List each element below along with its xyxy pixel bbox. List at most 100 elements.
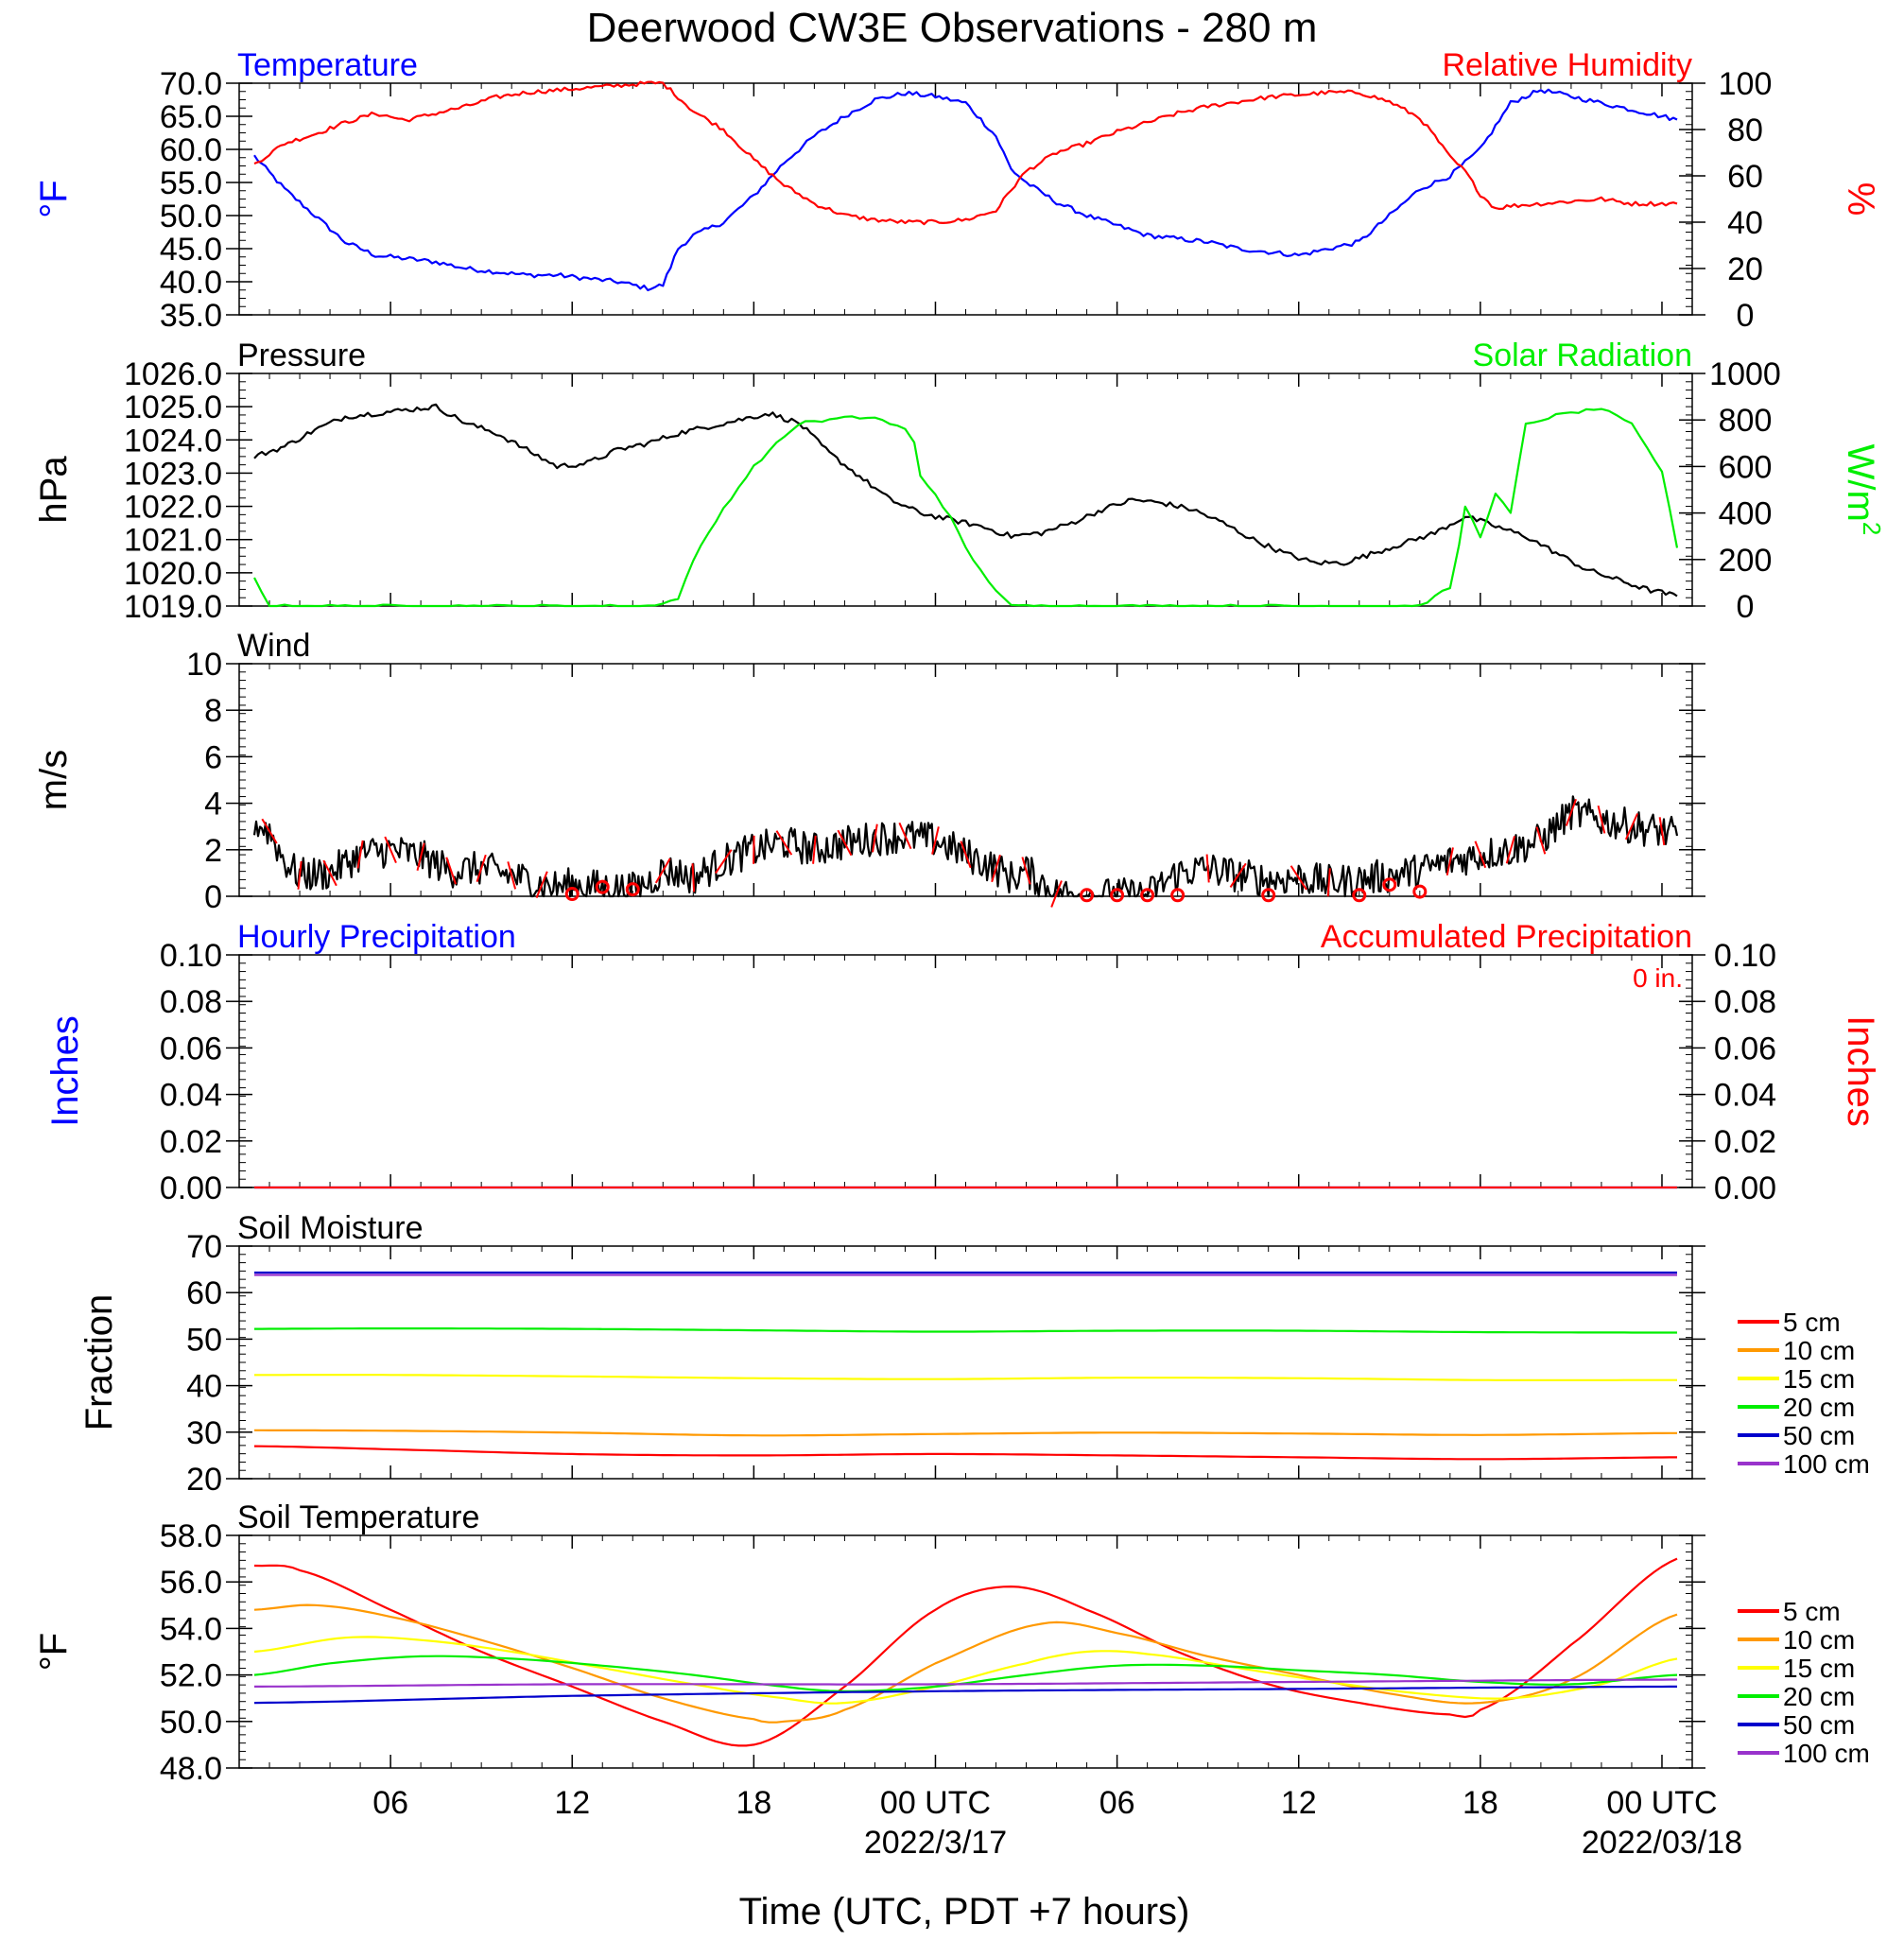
y-tick-label: 1024.0: [124, 423, 222, 459]
legend-label: 15 cm: [1783, 1654, 1855, 1683]
legend-label: 50 cm: [1783, 1710, 1855, 1740]
y-tick-label-right: 0.04: [1714, 1078, 1776, 1114]
panel-right-title: Relative Humidity: [1442, 47, 1692, 83]
y-tick-label: 60: [186, 1275, 222, 1311]
wind-barb: [1229, 862, 1247, 888]
y-tick-label-right: 0.10: [1714, 938, 1776, 974]
y-tick-label: 55.0: [160, 165, 222, 201]
y-tick-label: 50.0: [160, 199, 222, 234]
wind-barb: [1445, 847, 1454, 875]
chart-panels: 35.040.045.050.055.060.065.070.002040608…: [33, 47, 1886, 1787]
x-tick-label: 00 UTC: [1606, 1785, 1717, 1821]
panel-left-title: Temperature: [237, 47, 418, 83]
x-tick-date: 2022/3/17: [864, 1825, 1007, 1861]
y-axis-label-left: hPa: [33, 456, 75, 524]
y-tick-label: 40: [186, 1369, 222, 1405]
wind-barb: [931, 826, 940, 855]
wind-barb: [1021, 857, 1031, 885]
wind-calm-marker: [1412, 884, 1428, 899]
y-tick-label: 0.10: [160, 938, 222, 974]
y-tick-label: 45.0: [160, 232, 222, 268]
panel-pressure_solar: 1019.01020.01021.01022.01023.01024.01025…: [33, 338, 1886, 625]
panel-frame: [238, 82, 1693, 316]
x-tick-label: 12: [1281, 1785, 1317, 1821]
wind-barb: [812, 835, 817, 864]
y-tick-label: 40.0: [160, 265, 222, 301]
y-tick-label-right: 200: [1719, 543, 1773, 579]
wind-barb: [356, 840, 364, 869]
x-axis-label: Time (UTC, PDT +7 hours): [739, 1891, 1190, 1932]
y-tick-label: 6: [204, 739, 222, 775]
legend-label: 10 cm: [1783, 1625, 1855, 1655]
wind-barb: [445, 857, 457, 885]
y-tick-label: 20: [186, 1462, 222, 1498]
wind-barb: [507, 861, 517, 890]
wind-barb: [535, 871, 548, 898]
legend-label: 100 cm: [1783, 1449, 1870, 1479]
wind-calm-marker: [1352, 888, 1367, 903]
panel-frame: [238, 1534, 1693, 1769]
legend-label: 15 cm: [1783, 1364, 1855, 1394]
y-tick-label-right: 0: [1737, 298, 1755, 334]
wind-barb: [1597, 805, 1606, 834]
y-tick-label: 1021.0: [124, 523, 222, 559]
panel-annotation: 0 in.: [1633, 963, 1683, 993]
panel-left-title: Pressure: [237, 338, 366, 373]
y-tick-label: 50: [186, 1322, 222, 1358]
y-tick-label-right: 800: [1719, 403, 1773, 439]
x-tick-label: 00 UTC: [880, 1785, 991, 1821]
wind-barb: [322, 859, 338, 887]
wind-calm-marker: [1382, 877, 1397, 893]
panel-left-title: Soil Temperature: [237, 1499, 479, 1535]
y-tick-label: 52.0: [160, 1658, 222, 1694]
y-tick-label: 1022.0: [124, 490, 222, 526]
panel-frame: [238, 1245, 1693, 1480]
wind-barb: [297, 860, 303, 890]
y-axis-label-left: m/s: [33, 750, 75, 810]
y-tick-label: 54.0: [160, 1611, 222, 1647]
wind-calm-marker: [564, 887, 580, 902]
y-tick-label: 1026.0: [124, 356, 222, 392]
y-tick-label: 58.0: [160, 1518, 222, 1554]
wind-barb: [1505, 836, 1515, 864]
y-tick-label-right: 0: [1737, 589, 1755, 625]
panel-left-title: Soil Moisture: [237, 1210, 424, 1246]
x-axis: 06 12 18 00 UTC 2022/3/17 06 12 18 00 UTC 2022/03…: [372, 1785, 1742, 1861]
wind-barb: [1326, 868, 1331, 897]
chart-title: Deerwood CW3E Observations - 280 m: [587, 5, 1318, 51]
y-axis-label-right: %: [1840, 182, 1881, 217]
y-tick-label: 1025.0: [124, 390, 222, 425]
y-tick-label: 2: [204, 833, 222, 869]
y-tick-label: 1023.0: [124, 456, 222, 492]
panel-left-title: Hourly Precipitation: [237, 919, 516, 955]
wind-barb: [991, 854, 1001, 883]
wind-barb: [1658, 817, 1666, 846]
wind-barb: [1624, 813, 1638, 841]
legend-label: 10 cm: [1783, 1336, 1855, 1365]
y-tick-label-right: 400: [1719, 496, 1773, 532]
wind-barb: [960, 841, 972, 869]
legend-label: 20 cm: [1783, 1393, 1855, 1422]
wind-barb: [476, 854, 487, 883]
y-axis-label-left: °F: [33, 1633, 75, 1671]
panel-right-title: Accumulated Precipitation: [1321, 919, 1692, 955]
y-tick-label-right: 0.06: [1714, 1031, 1776, 1066]
wind-calm-marker: [1261, 888, 1276, 903]
wind-calm-marker: [625, 882, 640, 897]
x-tick-date: 2022/03/18: [1582, 1825, 1742, 1861]
series-line-10-cm: [254, 1429, 1677, 1437]
y-tick-label-right: 80: [1727, 113, 1763, 148]
series-line-50-cm: [253, 1685, 1677, 1705]
wind-barb: [1535, 826, 1547, 855]
wind-barb: [654, 858, 671, 884]
wind-calm-marker: [1170, 888, 1186, 903]
wind-barb: [261, 818, 278, 844]
y-tick-label: 0: [204, 879, 222, 915]
panel-temp_rh: 35.040.045.050.055.060.065.070.0 0 20 40 60 8…: [33, 47, 1881, 334]
y-tick-label: 10: [186, 647, 222, 683]
wind-barb: [1565, 799, 1577, 826]
series-line-20-cm: [254, 1327, 1677, 1334]
x-tick-label: 06: [1099, 1785, 1135, 1821]
wind-barb: [753, 835, 755, 864]
